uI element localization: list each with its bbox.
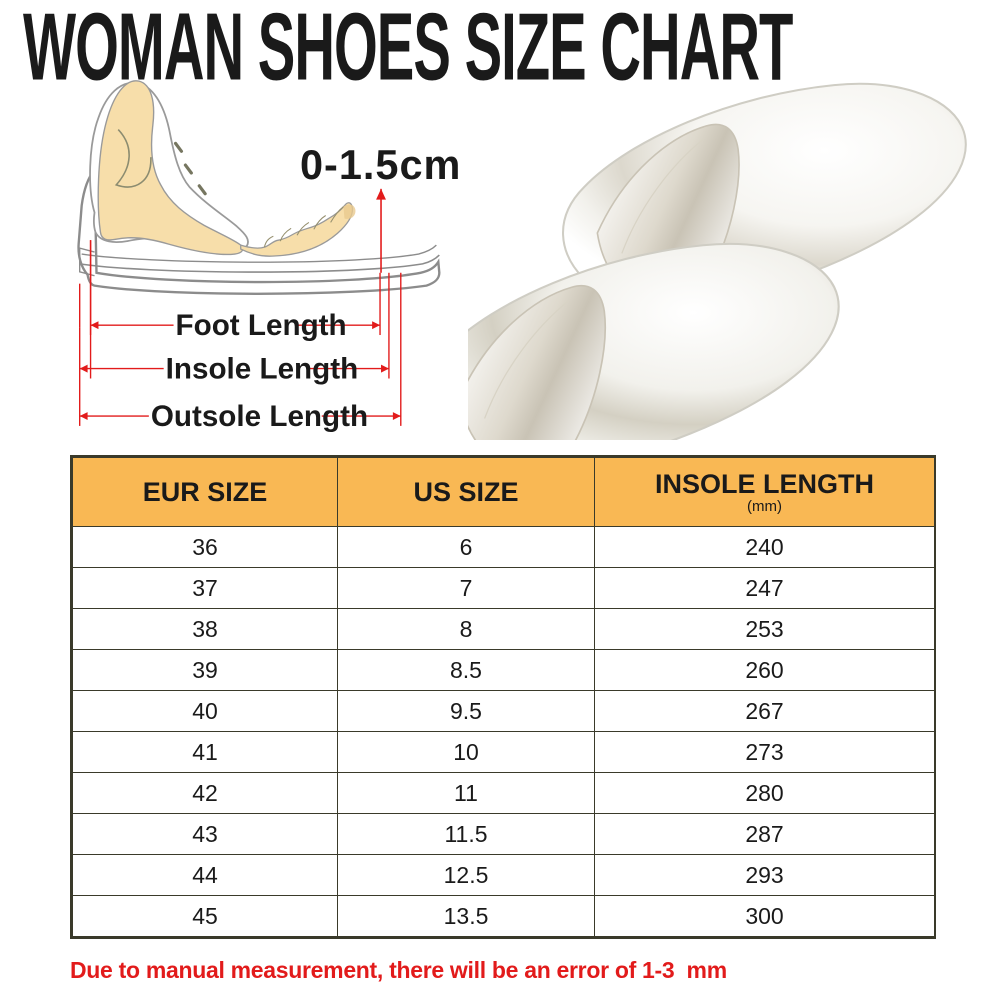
svg-text:0-1.5cm: 0-1.5cm: [300, 141, 461, 188]
svg-text:Insole Length: Insole Length: [166, 353, 359, 386]
svg-text:Foot Length: Foot Length: [176, 309, 347, 342]
svg-text:Outsole Length: Outsole Length: [151, 400, 368, 433]
